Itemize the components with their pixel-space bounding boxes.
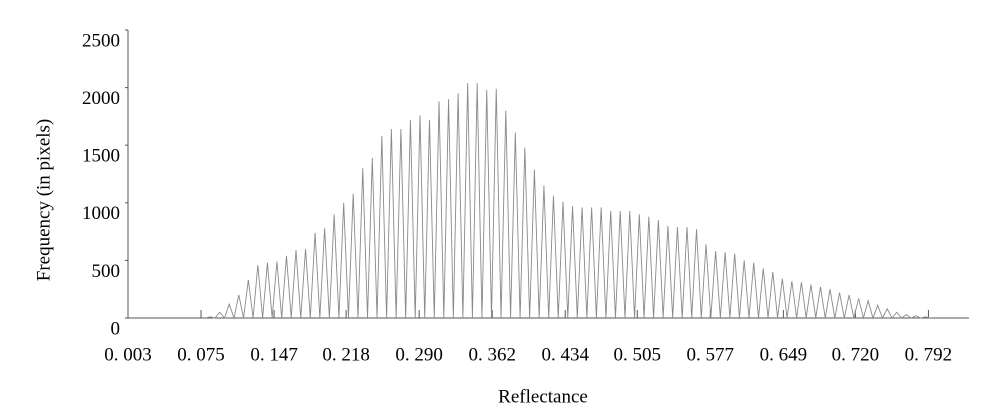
x-tick-label: 0. 290 — [395, 344, 443, 365]
x-tick-label: 0. 003 — [104, 344, 152, 365]
x-tick-label: 0. 577 — [687, 344, 735, 365]
x-tick-label: 0. 362 — [468, 344, 516, 365]
y-tick-label: 500 — [92, 261, 121, 282]
y-tick-label: 1000 — [82, 203, 120, 224]
x-axis-label: Reflectance — [498, 386, 588, 407]
y-tick-label: 0 — [111, 318, 121, 339]
x-tick-label: 0. 792 — [905, 344, 953, 365]
x-tick-label: 0. 147 — [250, 344, 298, 365]
y-tick-label: 2000 — [82, 88, 120, 109]
y-tick-label: 1500 — [82, 146, 120, 167]
x-tick-label: 0. 720 — [832, 344, 880, 365]
x-tick-label: 0. 649 — [760, 344, 808, 365]
y-axis-label: Frequency (in pixels) — [33, 119, 54, 282]
y-tick-label: 2500 — [82, 30, 120, 51]
x-tick-label: 0. 434 — [541, 344, 589, 365]
x-tick-label: 0. 075 — [177, 344, 225, 365]
data-line — [205, 82, 931, 320]
x-tick-label: 0. 218 — [322, 344, 370, 365]
x-tick-label: 0. 505 — [614, 344, 662, 365]
